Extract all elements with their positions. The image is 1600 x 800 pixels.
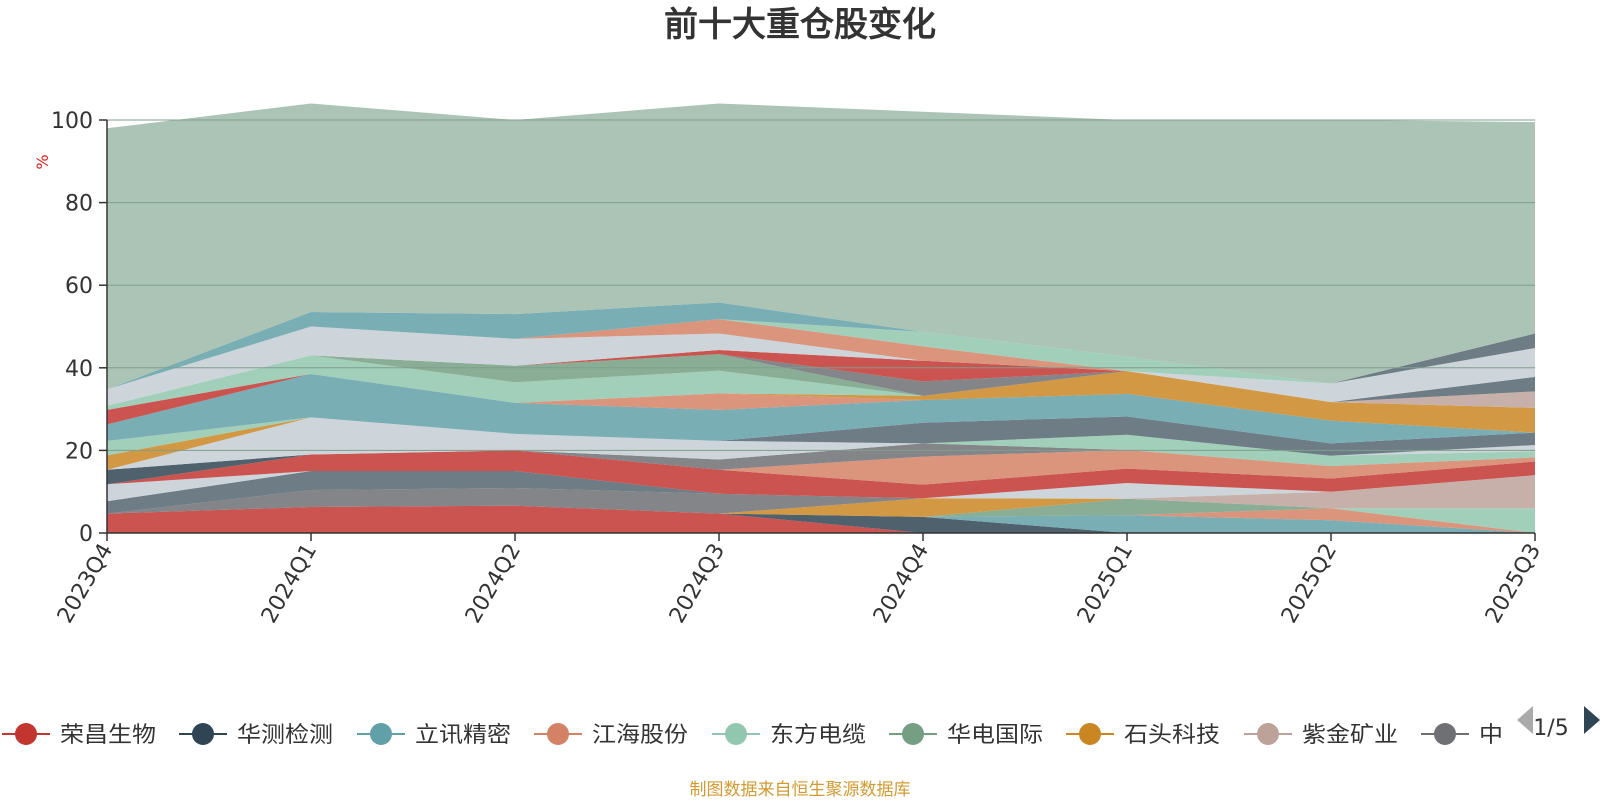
grid-lines <box>107 119 1535 451</box>
area-series-8 <box>107 475 1535 514</box>
legend-circle-icon <box>902 723 924 745</box>
area-series-16 <box>107 417 1535 470</box>
y-tick-label: 20 <box>65 439 93 464</box>
area-series-5 <box>107 498 1535 517</box>
y-tick-label: 40 <box>65 357 93 382</box>
x-tick-label: 2024Q1 <box>257 540 322 628</box>
legend-circle-icon <box>1257 723 1279 745</box>
legend-circle-icon <box>15 723 37 745</box>
y-tick-label: 0 <box>79 522 93 547</box>
legend-pager: 1/5 <box>1517 706 1600 741</box>
legend-circle-icon <box>192 723 214 745</box>
area-series-9 <box>107 471 1535 514</box>
area-series-22 <box>107 373 1535 433</box>
area-series-2 <box>107 505 1535 533</box>
legend-item-3[interactable]: 江海股份 <box>534 723 688 748</box>
legend-circle-icon <box>725 723 747 745</box>
legend-item-2[interactable]: 立讯精密 <box>357 723 511 748</box>
y-tick-label: 80 <box>65 192 93 217</box>
x-tick-label: 2024Q2 <box>461 540 526 628</box>
legend-circle-icon <box>370 723 392 745</box>
x-tick-label: 2024Q4 <box>869 540 934 628</box>
legend-item-6[interactable]: 石头科技 <box>1066 723 1220 748</box>
area-series-17 <box>107 416 1535 470</box>
area-series-30 <box>107 326 1535 406</box>
legend-label: 江海股份 <box>592 723 688 748</box>
legend-item-1[interactable]: 华测检测 <box>179 723 333 748</box>
legend-label: 中 <box>1479 723 1503 748</box>
chart-title: 前十大重仓股变化 <box>664 5 936 45</box>
y-axis-unit: % <box>33 154 52 169</box>
area-series-25 <box>107 355 1535 410</box>
area-series-26 <box>107 354 1535 406</box>
area-series-14 <box>107 443 1535 470</box>
legend-circle-icon <box>1434 723 1456 745</box>
x-tick-label: 2025Q1 <box>1073 540 1138 628</box>
area-series-11 <box>107 450 1535 499</box>
area-series-0 <box>107 505 1535 533</box>
legend-label: 华测检测 <box>237 723 333 748</box>
legend-label: 荣昌生物 <box>60 723 156 748</box>
area-series-group <box>107 103 1535 533</box>
x-tick-label: 2025Q3 <box>1481 540 1546 628</box>
legend-item-7[interactable]: 紫金矿业 <box>1244 723 1398 748</box>
x-tick-label: 2023Q4 <box>53 540 118 628</box>
area-series-15 <box>107 434 1535 470</box>
x-tick-label: 2024Q3 <box>665 540 730 628</box>
area-series-23 <box>107 371 1535 433</box>
legend-label: 华电国际 <box>947 723 1043 748</box>
area-series-4 <box>107 505 1535 533</box>
legend-item-0[interactable]: 荣昌生物 <box>2 723 156 748</box>
legend-item-5[interactable]: 华电国际 <box>889 723 1043 748</box>
y-tick-label: 60 <box>65 274 93 299</box>
legend: 荣昌生物 华测检测 立讯精密 江海股份 东方电缆 华电国际 石头科技 紫金矿业 中 <box>2 723 1503 748</box>
legend-label: 石头科技 <box>1124 723 1220 748</box>
area-series-20 <box>107 373 1535 444</box>
legend-item-4[interactable]: 东方电缆 <box>712 723 866 748</box>
x-tick-label: 2025Q2 <box>1277 540 1342 628</box>
legend-label: 紫金矿业 <box>1302 723 1398 748</box>
area-series-32 <box>107 319 1535 390</box>
legend-label: 东方电缆 <box>770 723 866 748</box>
pager-prev-icon[interactable] <box>1517 706 1533 734</box>
area-series-29 <box>107 350 1535 406</box>
legend-label: 立讯精密 <box>415 723 511 748</box>
area-series-31 <box>107 319 1535 390</box>
area-series-10 <box>107 471 1535 502</box>
area-series-13 <box>107 449 1535 485</box>
pager-label: 1/5 <box>1533 716 1568 741</box>
area-series-35 <box>107 103 1535 390</box>
area-series-1 <box>107 505 1535 533</box>
area-series-6 <box>107 498 1535 517</box>
y-tick-label: 100 <box>51 109 93 134</box>
pager-next-icon[interactable] <box>1584 706 1600 734</box>
area-series-33 <box>107 302 1535 390</box>
legend-item-8[interactable]: 中 <box>1421 723 1503 748</box>
legend-circle-icon <box>547 723 569 745</box>
legend-circle-icon <box>1079 723 1101 745</box>
data-source-note: 制图数据来自恒生聚源数据库 <box>690 780 911 800</box>
